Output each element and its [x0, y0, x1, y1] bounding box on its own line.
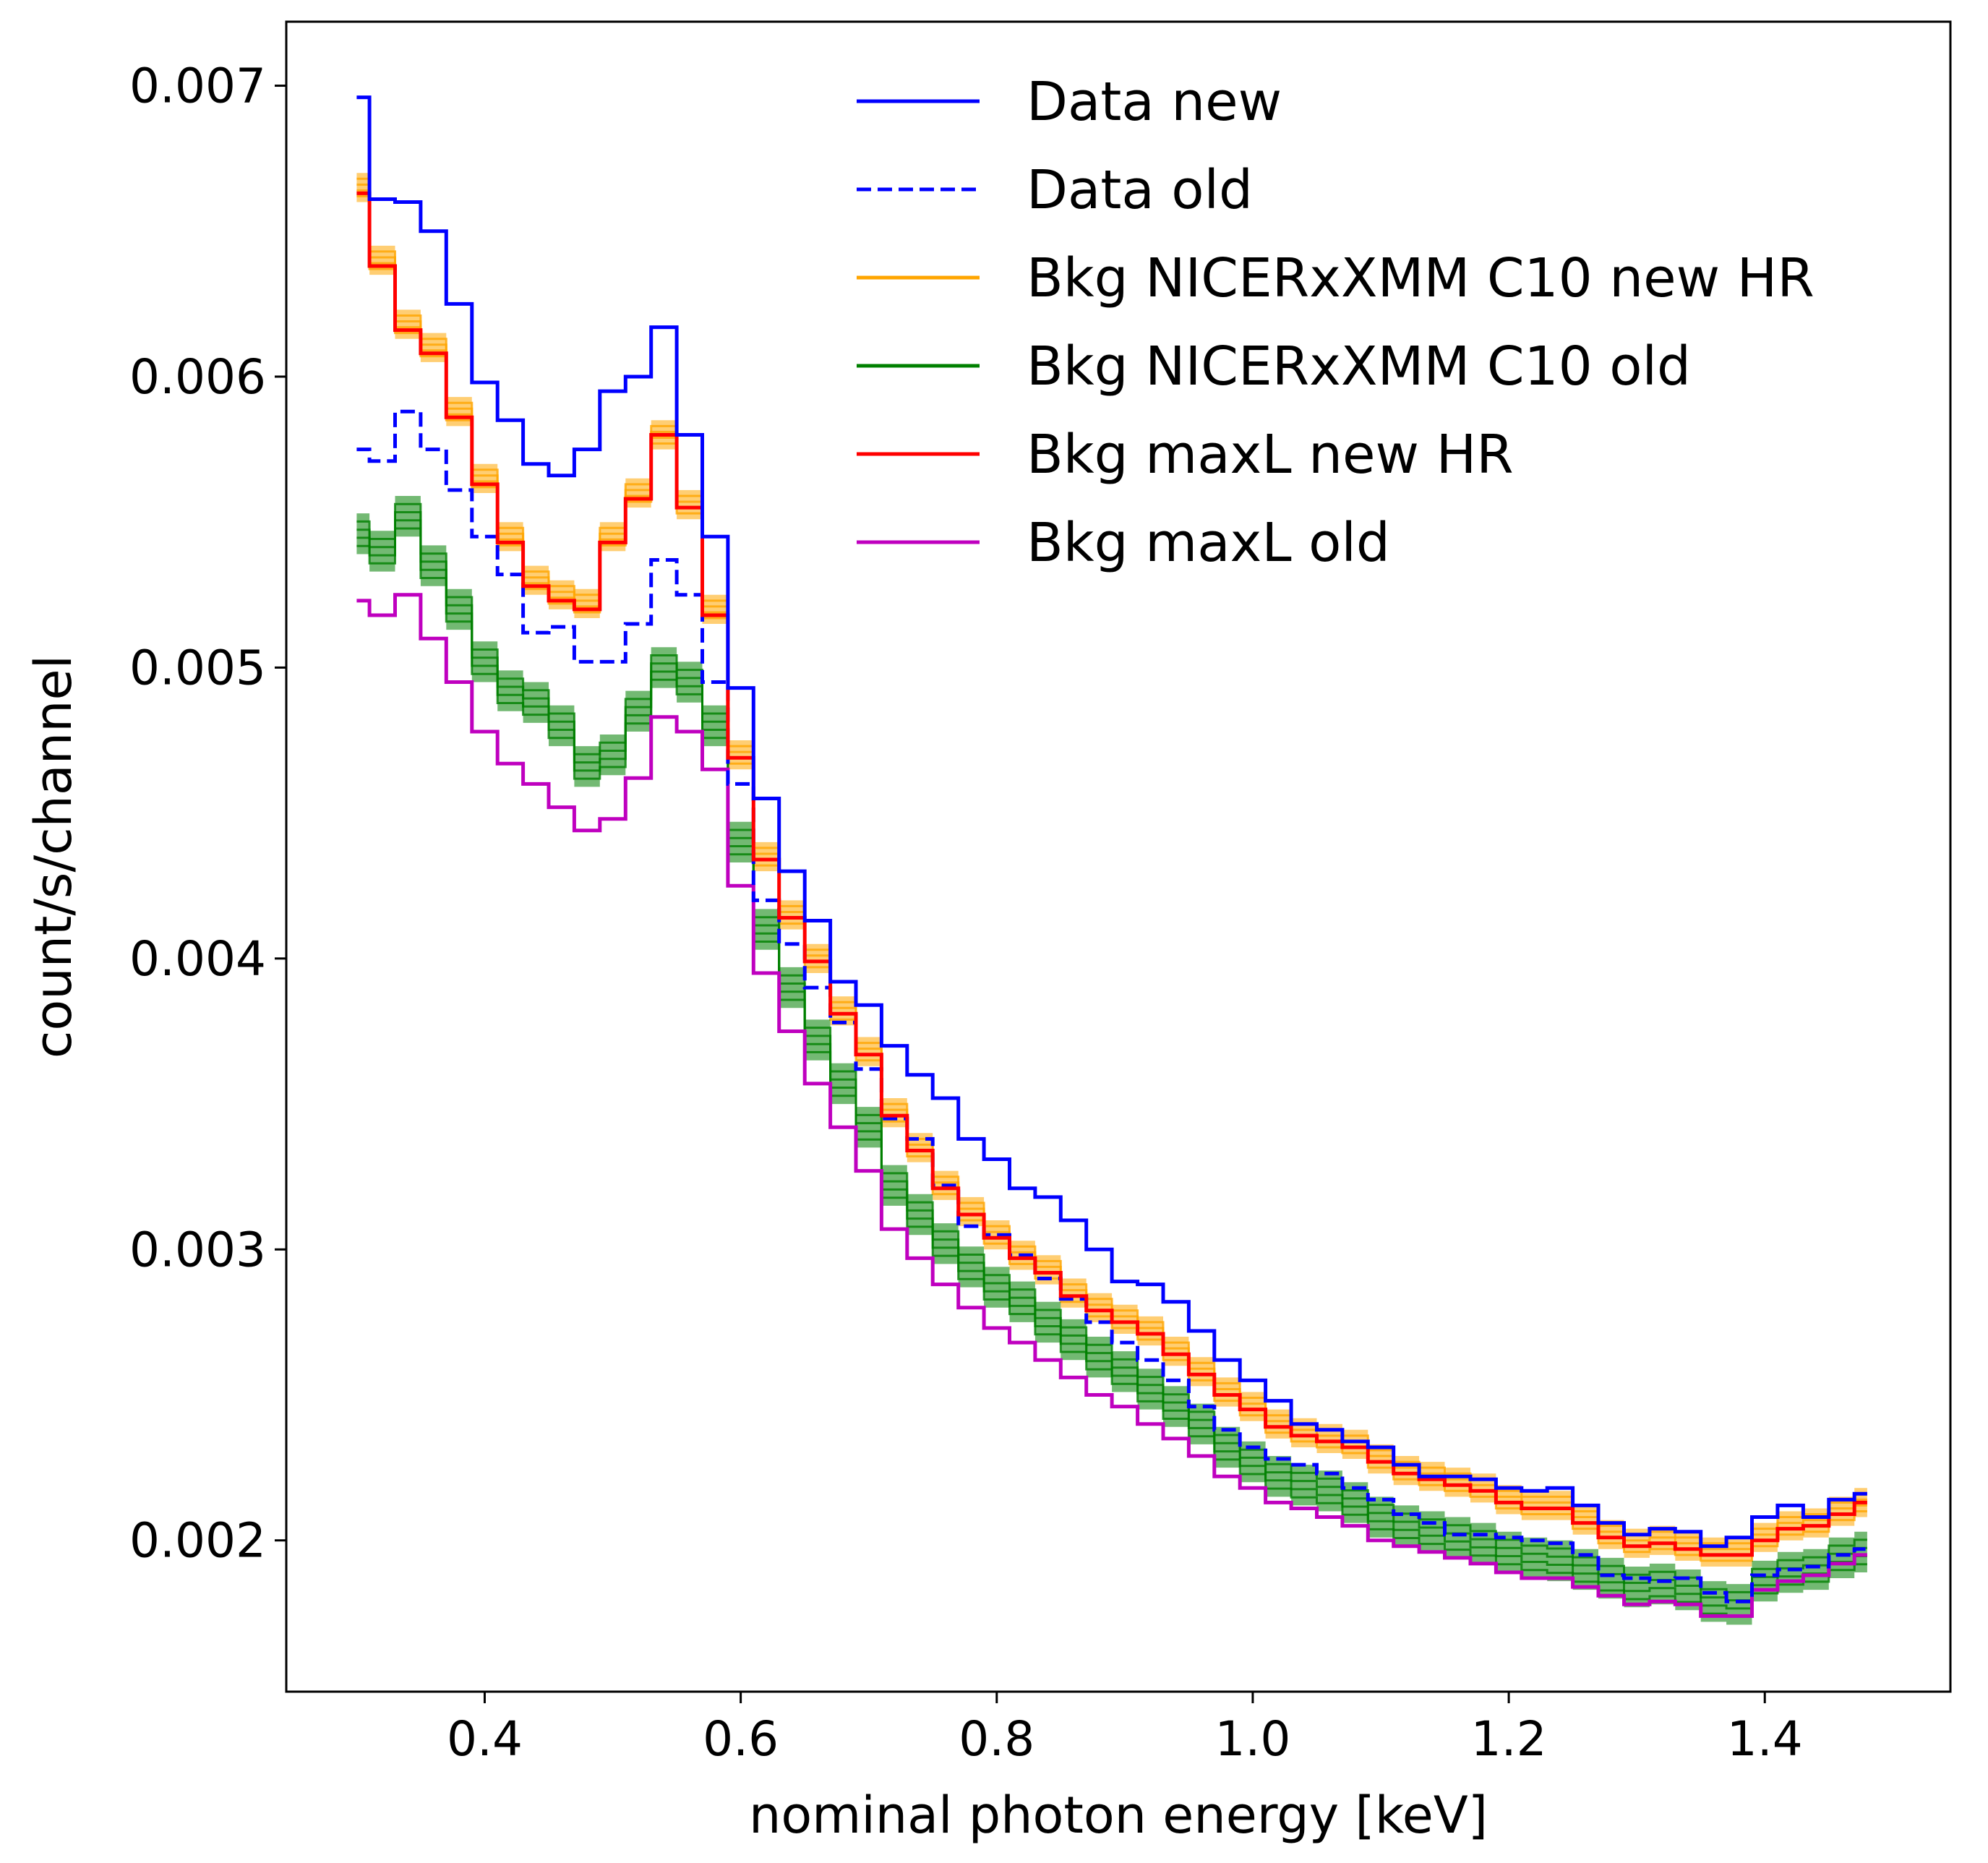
legend-label: Bkg NICERxXMM C10 new HR [1027, 247, 1815, 309]
series-bkg-maxl-old [356, 593, 1867, 1618]
legend-label: Data old [1027, 159, 1253, 221]
legend-entry-bkg-maxl-new-hr: Bkg maxL new HR [857, 424, 1514, 486]
legend-label: Data new [1027, 71, 1282, 133]
series-line-data-old [356, 409, 1867, 1603]
series-line-bkg-maxl-new-hr [356, 191, 1867, 1557]
y-tick-label: 0.005 [129, 640, 266, 695]
legend: Data new Data old Bkg NICERxXMM C10 new HR… [857, 71, 1815, 574]
x-tick-label: 1.2 [1471, 1711, 1547, 1767]
x-tick-label: 1.0 [1214, 1711, 1290, 1767]
legend-entry-bkg-nicerxxmm-c10-old: Bkg NICERxXMM C10 old [857, 335, 1691, 398]
series-data-old [356, 409, 1867, 1603]
legend-entry-bkg-nicerxxmm-c10-new-hr: Bkg NICERxXMM C10 new HR [857, 247, 1815, 309]
y-tick-label: 0.003 [129, 1222, 266, 1277]
y-tick-label: 0.004 [129, 931, 266, 987]
x-axis-label: nominal photon energy [keV] [749, 1786, 1488, 1845]
series-data-new [356, 95, 1867, 1549]
x-tick-label: 0.4 [447, 1711, 523, 1767]
x-axis: 0.4 0.6 0.8 1.0 1.2 1.4 [447, 1692, 1803, 1767]
x-tick-label: 1.4 [1727, 1711, 1803, 1767]
x-tick-label: 0.6 [703, 1711, 779, 1767]
plot-frame [285, 20, 1952, 1693]
series-bkg-maxl-new-hr [356, 191, 1867, 1557]
legend-entry-data-old: Data old [857, 159, 1253, 221]
legend-entry-data-new: Data new [857, 71, 1282, 133]
y-axis-label: count/s/channel [24, 655, 83, 1058]
y-tick-label: 0.007 [129, 59, 266, 114]
legend-label: Bkg NICERxXMM C10 old [1027, 335, 1691, 398]
series-line-bkg-maxl-old [356, 593, 1867, 1618]
series-sample-bkg-nicerxxmm-c10-old-3 [356, 502, 1867, 1593]
y-tick-label: 0.006 [129, 349, 266, 405]
legend-label: Bkg maxL new HR [1027, 424, 1514, 486]
x-tick-label: 0.8 [959, 1711, 1034, 1767]
y-tick-label: 0.002 [129, 1513, 266, 1569]
legend-entry-bkg-maxl-old: Bkg maxL old [857, 512, 1390, 574]
y-axis: 0.002 0.003 0.004 0.005 0.006 0.007 [129, 59, 286, 1569]
series-layer [356, 95, 1867, 1625]
series-line-data-new [356, 95, 1867, 1549]
legend-label: Bkg maxL old [1027, 512, 1390, 574]
